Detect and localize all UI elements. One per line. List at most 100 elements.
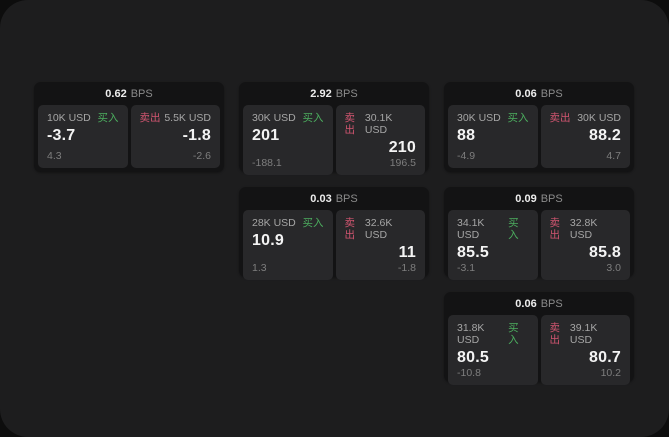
bps-header: 0.06 BPS xyxy=(448,292,630,315)
sell-delta-value: -1.8 xyxy=(397,262,416,274)
sell-tile-top: 卖出 5.5K USD xyxy=(140,112,212,124)
sell-tile-top: 卖出 30K USD xyxy=(550,112,622,124)
quote-card: 0.03 BPS 28K USD 买入 10.9 1.3 卖出 32.6K US… xyxy=(239,187,429,280)
quote-tiles: 30K USD 买入 201 -188.1 卖出 30.1K USD 210 1… xyxy=(243,105,425,175)
sell-amount-label: 32.8K USD xyxy=(569,217,598,241)
buy-amount-label: 28K USD xyxy=(252,217,296,229)
buy-tile-top: 28K USD 买入 xyxy=(252,217,324,229)
sell-tile-top: 卖出 30.1K USD xyxy=(345,112,417,136)
buy-price-value: 88 xyxy=(457,127,476,144)
buy-side-label: 买入 xyxy=(97,112,119,124)
quote-card: 0.09 BPS 34.1K USD 买入 85.5 -3.1 卖出 32.8K… xyxy=(444,187,634,280)
sell-tile[interactable]: 卖出 30.1K USD 210 196.5 xyxy=(335,105,425,175)
sell-side-label: 卖出 xyxy=(344,217,356,241)
buy-tile[interactable]: 34.1K USD 买入 85.5 -3.1 xyxy=(448,210,538,280)
sell-side-label: 卖出 xyxy=(344,112,356,136)
buy-side-label: 买入 xyxy=(507,112,529,124)
buy-delta-value: 4.3 xyxy=(47,150,62,162)
sell-side-label: 卖出 xyxy=(549,217,561,241)
buy-price-value: 80.5 xyxy=(457,349,489,366)
buy-delta-value: 1.3 xyxy=(252,262,267,274)
sell-tile[interactable]: 卖出 32.6K USD 11 -1.8 xyxy=(335,210,425,280)
sell-price-value: 80.7 xyxy=(589,349,621,366)
buy-delta-value: -188.1 xyxy=(252,157,282,169)
quote-tiles: 10K USD 买入 -3.7 4.3 卖出 5.5K USD -1.8 -2.… xyxy=(38,105,220,168)
bps-header: 0.62 BPS xyxy=(38,82,220,105)
buy-tile[interactable]: 31.8K USD 买入 80.5 -10.8 xyxy=(448,315,538,385)
sell-amount-label: 30.1K USD xyxy=(364,112,393,136)
sell-tile[interactable]: 卖出 30K USD 88.2 4.7 xyxy=(540,105,630,168)
buy-price-value: -3.7 xyxy=(47,127,76,144)
sell-tile-top: 卖出 32.6K USD xyxy=(345,217,417,241)
sell-amount-label: 39.1K USD xyxy=(569,322,598,346)
buy-tile-top: 30K USD 买入 xyxy=(457,112,529,124)
buy-amount-label: 31.8K USD xyxy=(457,322,485,346)
bps-header: 0.06 BPS xyxy=(448,82,630,105)
sell-delta-value: 10.2 xyxy=(600,367,621,379)
sell-tile-top: 卖出 39.1K USD xyxy=(550,322,622,346)
sell-tile[interactable]: 卖出 5.5K USD -1.8 -2.6 xyxy=(130,105,220,168)
buy-tile[interactable]: 30K USD 买入 201 -188.1 xyxy=(243,105,333,175)
bps-unit-label: BPS xyxy=(540,297,563,310)
buy-amount-label: 30K USD xyxy=(457,112,501,124)
sell-delta-value: 4.7 xyxy=(606,150,621,162)
sell-delta-value: -2.6 xyxy=(192,150,211,162)
sell-amount-label: 5.5K USD xyxy=(164,112,211,124)
sell-tile-top: 卖出 32.8K USD xyxy=(550,217,622,241)
buy-tile[interactable]: 10K USD 买入 -3.7 4.3 xyxy=(38,105,128,168)
sell-amount-label: 30K USD xyxy=(577,112,621,124)
buy-amount-label: 10K USD xyxy=(47,112,91,124)
sell-price-value: 85.8 xyxy=(589,244,621,261)
sell-delta-value: 3.0 xyxy=(606,262,621,274)
buy-tile[interactable]: 30K USD 买入 88 -4.9 xyxy=(448,105,538,168)
sell-tile[interactable]: 卖出 32.8K USD 85.8 3.0 xyxy=(540,210,630,280)
buy-amount-label: 34.1K USD xyxy=(457,217,485,241)
buy-tile[interactable]: 28K USD 买入 10.9 1.3 xyxy=(243,210,333,280)
sell-price-value: 210 xyxy=(388,139,416,156)
quote-tiles: 34.1K USD 买入 85.5 -3.1 卖出 32.8K USD 85.8… xyxy=(448,210,630,280)
bps-header: 0.09 BPS xyxy=(448,187,630,210)
sell-tile[interactable]: 卖出 39.1K USD 80.7 10.2 xyxy=(540,315,630,385)
sell-side-label: 卖出 xyxy=(549,322,561,346)
sell-side-label: 卖出 xyxy=(549,112,571,124)
buy-side-label: 买入 xyxy=(508,322,519,346)
sell-price-value: 11 xyxy=(398,244,416,261)
buy-tile-top: 10K USD 买入 xyxy=(47,112,119,124)
quote-card: 0.06 BPS 30K USD 买入 88 -4.9 卖出 30K USD xyxy=(444,82,634,172)
buy-delta-value: -10.8 xyxy=(457,367,481,379)
quote-card: 2.92 BPS 30K USD 买入 201 -188.1 卖出 30.1K … xyxy=(239,82,429,175)
quote-tiles: 31.8K USD 买入 80.5 -10.8 卖出 39.1K USD 80.… xyxy=(448,315,630,385)
bps-unit-label: BPS xyxy=(540,192,563,205)
buy-tile-top: 30K USD 买入 xyxy=(252,112,324,124)
buy-price-value: 85.5 xyxy=(457,244,489,261)
quotes-grid: 0.62 BPS 10K USD 买入 -3.7 4.3 卖出 5.5K USD xyxy=(34,82,634,385)
bps-unit-label: BPS xyxy=(130,87,153,100)
sell-price-value: -1.8 xyxy=(182,127,211,144)
quote-tiles: 30K USD 买入 88 -4.9 卖出 30K USD 88.2 4.7 xyxy=(448,105,630,168)
buy-side-label: 买入 xyxy=(508,217,519,241)
bps-value: 0.09 xyxy=(515,192,537,205)
bps-value: 0.03 xyxy=(310,192,332,205)
buy-side-label: 买入 xyxy=(302,112,324,124)
bps-unit-label: BPS xyxy=(540,87,563,100)
buy-tile-top: 31.8K USD 买入 xyxy=(457,322,529,346)
sell-price-value: 88.2 xyxy=(589,127,621,144)
bps-value: 0.62 xyxy=(105,87,127,100)
sell-amount-label: 32.6K USD xyxy=(364,217,393,241)
bps-value: 0.06 xyxy=(515,297,537,310)
buy-amount-label: 30K USD xyxy=(252,112,296,124)
bps-value: 2.92 xyxy=(310,87,332,100)
sell-side-label: 卖出 xyxy=(139,112,161,124)
buy-delta-value: -3.1 xyxy=(457,262,476,274)
bps-header: 2.92 BPS xyxy=(243,82,425,105)
bps-value: 0.06 xyxy=(515,87,537,100)
quote-card: 0.62 BPS 10K USD 买入 -3.7 4.3 卖出 5.5K USD xyxy=(34,82,224,172)
quote-card: 0.06 BPS 31.8K USD 买入 80.5 -10.8 卖出 39.1… xyxy=(444,292,634,385)
bps-header: 0.03 BPS xyxy=(243,187,425,210)
buy-tile-top: 34.1K USD 买入 xyxy=(457,217,529,241)
sell-delta-value: 196.5 xyxy=(389,157,416,169)
quote-tiles: 28K USD 买入 10.9 1.3 卖出 32.6K USD 11 -1.8 xyxy=(243,210,425,280)
buy-delta-value: -4.9 xyxy=(457,150,476,162)
buy-price-value: 201 xyxy=(252,127,280,144)
